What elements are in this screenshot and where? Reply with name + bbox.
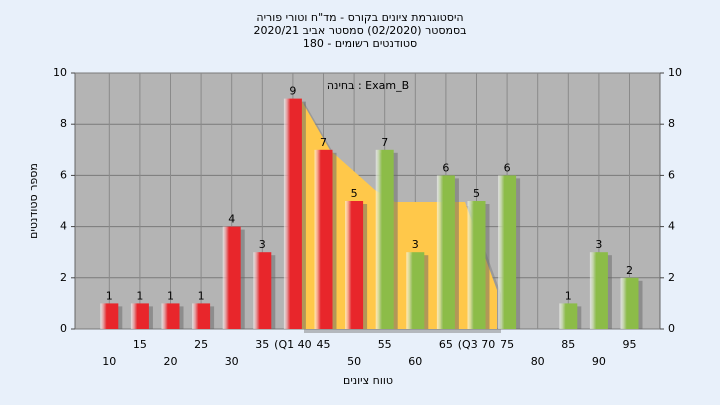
x-tick-label: 25	[194, 338, 208, 351]
chart-title: היסטוגרמת ציונים בקורס - מד"ח וטורי פורי…	[256, 11, 463, 24]
data-label: 5	[351, 187, 358, 200]
data-label: 3	[595, 238, 602, 251]
y2-tick-label: 10	[668, 66, 682, 79]
bar	[375, 149, 394, 329]
y2-tick-label: 0	[668, 322, 675, 335]
data-label: 7	[320, 136, 327, 149]
y2-tick-label: 4	[668, 220, 675, 233]
bar	[314, 149, 333, 329]
bar	[222, 226, 241, 329]
x-tick-label: (Q3 70	[458, 338, 495, 351]
bar	[559, 303, 578, 329]
y-axis-label: מספר סטודנטים	[27, 163, 40, 239]
bar	[192, 303, 211, 329]
x-axis-label: טווח ציונים	[343, 374, 393, 387]
data-label: 1	[106, 289, 113, 302]
data-label: 6	[442, 161, 449, 174]
x-tick-label: 85	[561, 338, 575, 351]
data-label: 1	[167, 289, 174, 302]
y-tick-label: 2	[60, 271, 67, 284]
bar	[130, 303, 149, 329]
y-tick-label: 8	[60, 117, 67, 130]
data-label: 3	[412, 238, 419, 251]
data-label: 5	[473, 187, 480, 200]
data-label: 7	[381, 136, 388, 149]
bar	[436, 175, 455, 329]
data-label: 1	[198, 289, 205, 302]
bar	[589, 252, 608, 329]
y-tick-label: 6	[60, 168, 67, 181]
y2-tick-label: 6	[668, 168, 675, 181]
y2-tick-label: 8	[668, 117, 675, 130]
x-tick-label: 20	[164, 355, 178, 368]
x-tick-label: (Q1 40	[274, 338, 311, 351]
y-tick-label: 10	[53, 66, 67, 79]
data-label: 3	[259, 238, 266, 251]
x-tick-label: 80	[531, 355, 545, 368]
x-tick-label: 15	[133, 338, 147, 351]
x-tick-label: 55	[378, 338, 392, 351]
bar	[467, 201, 486, 329]
bar	[283, 98, 302, 329]
y2-tick-label: 2	[668, 271, 675, 284]
x-tick-label: 65	[439, 338, 453, 351]
x-tick-label: 35	[255, 338, 269, 351]
annotation: בחינה : Exam_B	[327, 79, 409, 92]
bar	[620, 277, 639, 329]
bar	[345, 201, 364, 329]
x-tick-label: 60	[408, 355, 422, 368]
data-label: 1	[565, 289, 572, 302]
data-label: 4	[228, 213, 235, 226]
y-tick-label: 4	[60, 220, 67, 233]
data-label: 1	[136, 289, 143, 302]
y-tick-label: 0	[60, 322, 67, 335]
data-label: 6	[504, 161, 511, 174]
x-tick-label: 75	[500, 338, 514, 351]
bar	[100, 303, 119, 329]
x-tick-label: 50	[347, 355, 361, 368]
bar	[406, 252, 425, 329]
chart-subtitle: סטודנטים רשומים - 180	[303, 37, 417, 50]
x-tick-label: 30	[225, 355, 239, 368]
x-tick-label: 45	[317, 338, 331, 351]
bar	[498, 175, 517, 329]
bar	[253, 252, 272, 329]
bar	[161, 303, 180, 329]
data-label: 9	[289, 85, 296, 98]
x-tick-label: 95	[623, 338, 637, 351]
x-tick-label: 90	[592, 355, 606, 368]
data-label: 2	[626, 264, 633, 277]
x-tick-label: 10	[102, 355, 116, 368]
chart-subtitle: בסמסטר (02/2020) סמסטר אביב 2020/21	[253, 24, 466, 37]
